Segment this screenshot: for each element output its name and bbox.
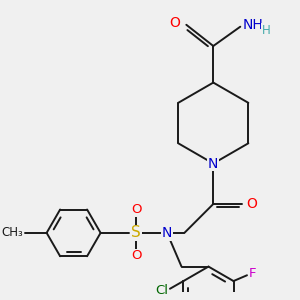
Text: O: O: [246, 197, 257, 211]
Text: H: H: [262, 24, 270, 37]
Text: S: S: [131, 225, 141, 240]
Text: N: N: [162, 226, 172, 240]
Text: O: O: [170, 16, 181, 30]
Text: O: O: [131, 203, 142, 216]
Text: CH₃: CH₃: [2, 226, 23, 239]
Text: O: O: [131, 250, 142, 262]
Text: N: N: [208, 157, 218, 170]
Text: Cl: Cl: [155, 284, 168, 297]
Text: NH: NH: [242, 18, 263, 32]
Text: F: F: [249, 267, 256, 280]
